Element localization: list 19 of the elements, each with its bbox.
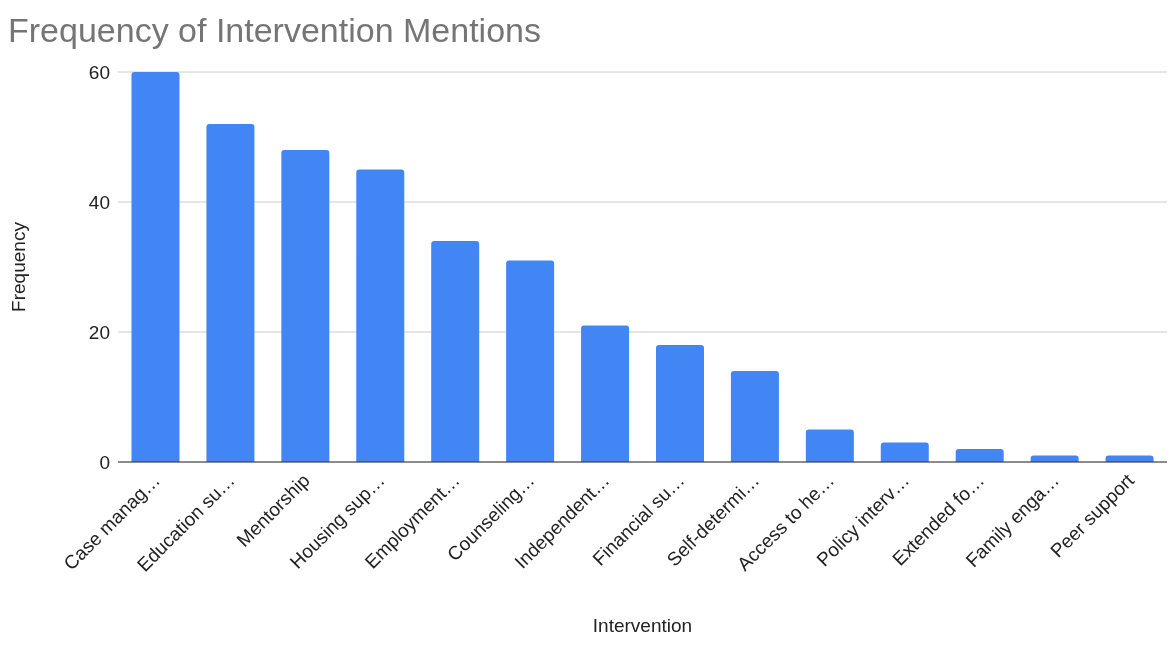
bar <box>880 442 929 462</box>
y-axis-title: Frequency <box>7 221 29 312</box>
bar <box>805 429 854 462</box>
bar <box>431 241 480 462</box>
bar <box>356 169 405 462</box>
chart-title: Frequency of Intervention Mentions <box>8 10 542 51</box>
y-tick-label: 20 <box>88 321 110 343</box>
y-tick-label: 0 <box>99 451 110 473</box>
x-axis-title: Intervention <box>592 615 693 636</box>
bar <box>955 449 1004 462</box>
y-tick-label: 60 <box>88 61 110 83</box>
bar <box>206 124 255 462</box>
bar <box>730 371 779 462</box>
bar <box>581 325 630 462</box>
bar <box>131 72 180 462</box>
bar <box>655 345 704 462</box>
y-tick-label: 40 <box>88 191 110 213</box>
bar <box>506 260 555 462</box>
bar <box>281 150 330 462</box>
